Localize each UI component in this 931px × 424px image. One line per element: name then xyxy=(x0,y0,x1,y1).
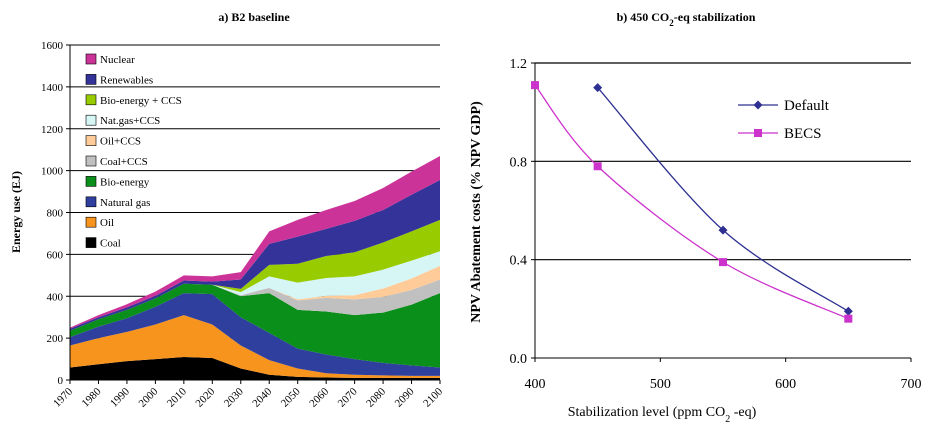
point-default xyxy=(718,225,728,235)
panel-b-x-axis-label-text: Stabilization level (ppm CO2 -eq) xyxy=(568,405,757,424)
area-coal-ccs xyxy=(70,279,440,331)
point-becs xyxy=(593,162,602,171)
y-tick-label: 1600 xyxy=(41,40,64,52)
panel-b-y-ticks: 0.0 0.4 0.8 1.2 xyxy=(510,57,535,367)
panel-b-chart: NPV Abatement costs (% NPV GDP) 0.00.40.… xyxy=(469,10,922,424)
x-tick-label: 2080 xyxy=(364,385,388,409)
legend-label: Oil+CCS xyxy=(100,136,141,148)
legend-label: Natural gas xyxy=(100,197,150,209)
point-default xyxy=(593,83,603,93)
y-tick-label: 0.0 xyxy=(510,352,528,367)
x-tick-label: 1990 xyxy=(108,385,132,409)
x-tick-label: 600 xyxy=(775,377,796,392)
x-tick-label: 2000 xyxy=(136,385,160,409)
x-tick-label: 2040 xyxy=(250,385,274,409)
legend-label: Coal+CCS xyxy=(100,156,148,168)
area-nat-gas-ccs xyxy=(70,251,440,331)
area-natural-gas xyxy=(70,293,440,376)
panel-a-legend: Nuclear Renewables Bio-energy + CCS Nat.gas… xyxy=(85,53,182,250)
legend-marker xyxy=(753,100,763,110)
legend-label: BECS xyxy=(784,126,822,142)
y-tick-label: 1400 xyxy=(41,82,64,94)
x-tick-label: 500 xyxy=(650,377,671,392)
y-tick-label: 0 xyxy=(58,375,64,387)
x-tick-label: 400 xyxy=(525,377,546,392)
y-tick-label: 600 xyxy=(47,249,64,261)
y-tick-label: 1000 xyxy=(41,166,64,178)
panel-a-y-axis-label: Energy use (EJ) xyxy=(9,171,23,253)
legend-label: Bio-energy + CCS xyxy=(100,95,182,107)
y-tick-label: 800 xyxy=(47,208,64,220)
point-becs xyxy=(531,81,539,90)
panel-b-legend: Default BECS xyxy=(738,98,830,142)
area-oil xyxy=(70,315,440,378)
y-tick-label: 0.8 xyxy=(510,155,528,170)
legend-swatch xyxy=(85,237,97,248)
x-tick-label: 1980 xyxy=(80,385,104,409)
area-bio-energy xyxy=(70,283,440,368)
panel-b-series xyxy=(531,81,853,323)
legend-label: Nuclear xyxy=(100,54,135,66)
x-tick-label: 2070 xyxy=(336,385,360,409)
x-tick-label: 2100 xyxy=(421,385,445,409)
legend-swatch xyxy=(85,114,97,126)
panel-b-y-axis-label: NPV Abatement costs (% NPV GDP) xyxy=(469,101,484,323)
legend-label: Bio-energy xyxy=(100,176,150,188)
x-tick-label: 1970 xyxy=(51,385,75,409)
legend-swatch xyxy=(85,155,97,167)
panel-b-axes xyxy=(534,63,911,359)
x-tick-label: 2090 xyxy=(393,385,417,409)
panel-b-x-ticks: 400 500 600 700 xyxy=(525,358,922,392)
x-tick-label: 2010 xyxy=(165,385,189,409)
panel-b-title-text: b) 450 CO2-eq stabilization xyxy=(617,10,756,28)
y-tick-label: 1200 xyxy=(41,124,64,136)
area-oil-ccs xyxy=(70,265,440,331)
point-becs xyxy=(844,314,853,323)
legend-label: Renewables xyxy=(100,74,153,86)
point-becs xyxy=(719,258,727,267)
line-becs xyxy=(534,84,849,320)
legend-label: Coal xyxy=(100,238,121,250)
legend-label: Oil xyxy=(100,217,114,229)
area-coal xyxy=(70,356,440,380)
x-tick-label: 2060 xyxy=(307,385,331,409)
panel-a-stacked-areas xyxy=(70,155,440,380)
panel-a-x-ticks: 1970 1980 1990 2000 2010 2020 2030 2040 2050 2060… xyxy=(51,380,445,410)
panel-a-y-ticks: 0 200 400 600 800 1000 1200 1400 1600 xyxy=(41,40,70,387)
legend-label: Default xyxy=(784,98,830,114)
x-tick-label: 2030 xyxy=(222,385,246,409)
area-renewables xyxy=(70,180,440,331)
legend-swatch xyxy=(85,74,97,85)
legend-swatch xyxy=(85,196,97,208)
panel-a-title: a) B2 baseline xyxy=(218,10,290,24)
legend-swatch xyxy=(85,176,97,187)
legend-label: Nat.gas+CCS xyxy=(100,115,160,127)
legend-swatch xyxy=(85,216,97,228)
y-tick-label: 1.2 xyxy=(510,57,528,72)
x-tick-label: 2050 xyxy=(279,385,303,409)
point-default xyxy=(843,306,853,316)
x-tick-label: 2020 xyxy=(193,385,217,409)
y-tick-label: 0.4 xyxy=(510,254,528,269)
legend-swatch xyxy=(85,135,97,146)
y-tick-label: 400 xyxy=(47,291,64,303)
legend-marker xyxy=(754,129,762,137)
legend-swatch xyxy=(85,53,97,65)
y-tick-label: 200 xyxy=(47,333,64,345)
panel-a-chart: a) B2 baseline Energy use (EJ) 0 200 400 60… xyxy=(9,10,445,410)
legend-swatch xyxy=(85,94,97,106)
x-tick-label: 700 xyxy=(901,377,922,392)
